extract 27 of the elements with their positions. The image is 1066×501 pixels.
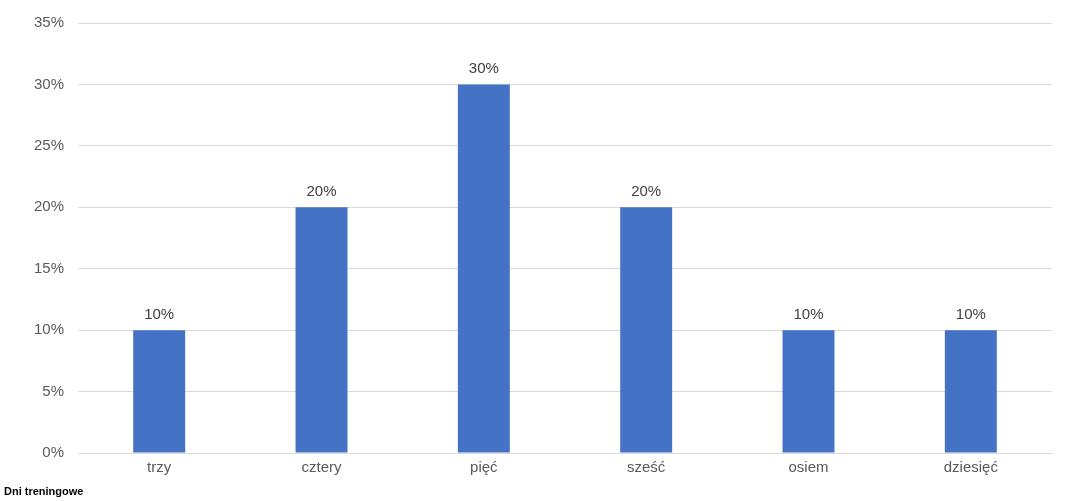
x-tick-label: osiem	[788, 458, 829, 476]
x-tick-label: sześć	[627, 458, 666, 476]
data-label: 20%	[306, 181, 337, 199]
bar	[782, 330, 835, 453]
bar	[620, 207, 673, 453]
data-label: 10%	[144, 304, 175, 322]
y-tick-label: 0%	[42, 443, 65, 461]
x-tick-label: cztery	[301, 458, 343, 476]
x-axis-title: Dni treningowe	[4, 484, 84, 497]
x-tick-label: trzy	[147, 458, 172, 476]
bar	[457, 84, 510, 453]
data-label: 20%	[631, 181, 662, 199]
x-tick-label: dziesięć	[943, 458, 999, 476]
x-tick-label: pięć	[470, 458, 499, 476]
y-tick-label: 5%	[42, 381, 65, 399]
data-label: 30%	[468, 59, 499, 77]
y-tick-label: 15%	[33, 258, 65, 276]
bar	[295, 207, 348, 453]
data-label: 10%	[955, 304, 986, 322]
y-tick-label: 20%	[33, 197, 65, 215]
bar	[944, 330, 997, 453]
y-tick-label: 30%	[33, 74, 65, 92]
y-tick-label: 35%	[33, 13, 65, 31]
y-tick-label: 25%	[33, 136, 65, 153]
bar	[133, 330, 186, 453]
y-tick-label: 10%	[33, 320, 65, 338]
data-label: 10%	[793, 304, 824, 322]
